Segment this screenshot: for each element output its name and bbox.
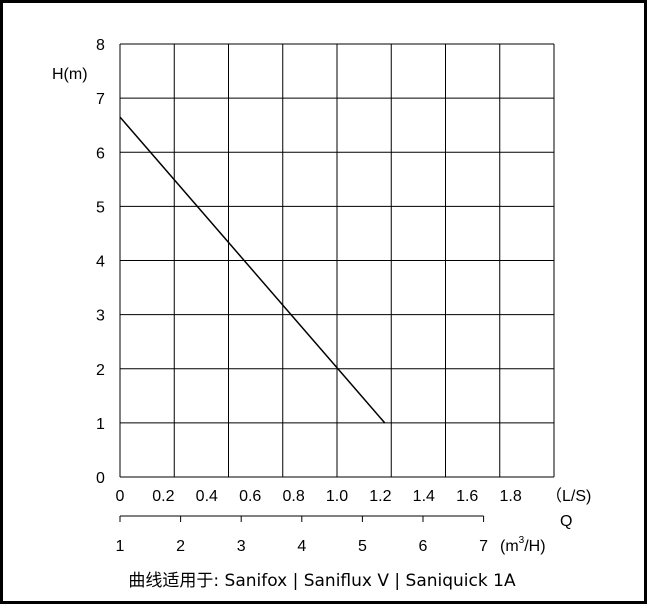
secondary-tick-label: 3: [237, 538, 246, 555]
y-tick-label: 0: [96, 470, 105, 487]
y-tick-label: 8: [96, 37, 105, 54]
x-tick-label: 0.4: [196, 488, 218, 505]
secondary-tick-label: 6: [419, 538, 428, 555]
x-tick-label: 1.8: [499, 488, 521, 505]
x-axis-label: Q: [560, 513, 572, 530]
series-line: [119, 116, 386, 424]
x-tick-label: 1.2: [369, 488, 391, 505]
y-tick-label: 1: [96, 416, 105, 433]
y-axis-label: H(m): [52, 66, 88, 83]
secondary-tick-label: 1: [116, 538, 125, 555]
y-tick-labels: 0 1 2 3 4 5 6 7 8: [96, 37, 105, 487]
x-tick-label: 0.8: [282, 488, 304, 505]
y-tick-label: 3: [96, 308, 105, 325]
secondary-tick-label: 7: [479, 538, 488, 555]
y-tick-label: 6: [96, 145, 105, 162]
x-tick-labels: 0 0.2 0.4 0.6 0.8 1.0 1.2 1.4 1.6 1.8: [116, 488, 522, 505]
secondary-tick-label: 5: [358, 538, 367, 555]
x-tick-label: 1.4: [413, 488, 435, 505]
secondary-x-axis: 1 2 3 4 5 6 7: [116, 515, 488, 555]
x-unit-m3h: (m3/H): [500, 535, 546, 555]
series: [119, 116, 386, 424]
y-tick-label: 2: [96, 362, 105, 379]
x-tick-label: 0.2: [152, 488, 174, 505]
x-unit-tail: /H): [524, 538, 545, 555]
x-tick-label: 1.0: [326, 488, 348, 505]
x-unit-main: (m: [500, 538, 519, 555]
secondary-tick-label: 4: [297, 538, 306, 555]
y-tick-label: 7: [96, 91, 105, 108]
secondary-tick-label: 2: [176, 538, 185, 555]
x-tick-label: 0.6: [239, 488, 261, 505]
grid: [119, 43, 555, 478]
y-tick-label: 4: [96, 254, 105, 271]
footer-text: 曲线适用于: Sanifox | Saniflux V | Saniquick …: [128, 571, 516, 591]
x-tick-label: 0: [116, 488, 125, 505]
x-tick-label: 1.6: [456, 488, 478, 505]
y-tick-label: 5: [96, 199, 105, 216]
x-unit-ls: （L/S): [546, 487, 591, 505]
x-unit-sup: 3: [519, 535, 525, 546]
